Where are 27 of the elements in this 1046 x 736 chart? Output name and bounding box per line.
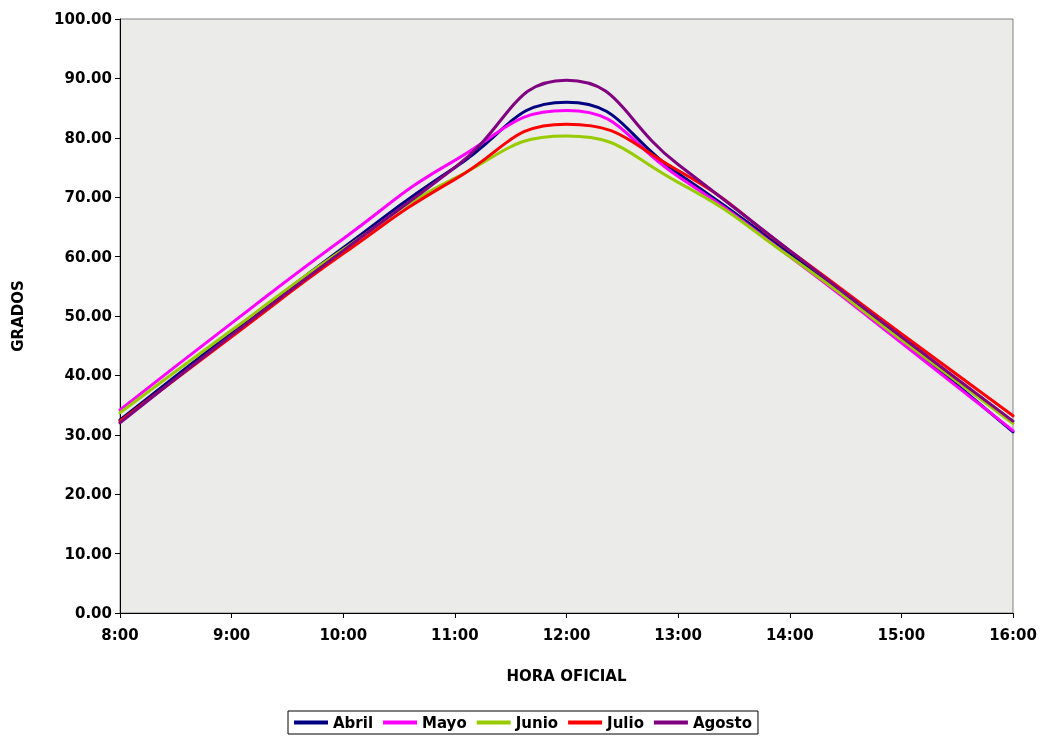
y-tick-label: 80.00 [64, 128, 112, 147]
x-tick-label: 11:00 [431, 625, 479, 644]
legend-label: Junio [514, 713, 559, 732]
x-tick-label: 14:00 [765, 625, 814, 644]
y-tick-label: 40.00 [64, 366, 112, 385]
legend-label: Julio [606, 713, 644, 732]
y-tick-label: 30.00 [64, 425, 112, 444]
x-tick-label: 12:00 [542, 625, 591, 644]
y-tick-label: 70.00 [64, 188, 112, 207]
x-axis-title: HORA OFICIAL [506, 666, 627, 685]
x-tick-label: 10:00 [319, 625, 368, 644]
y-tick-label: 0.00 [74, 604, 112, 622]
legend-label: Agosto [692, 713, 752, 732]
y-tick-label: 20.00 [64, 485, 112, 504]
legend-label: Mayo [422, 713, 467, 732]
x-tick-label: 9:00 [212, 625, 251, 644]
y-tick-label: 100.00 [54, 10, 112, 28]
legend-label: Abril [333, 713, 374, 732]
x-tick-label: 13:00 [654, 625, 702, 644]
y-tick-label: 60.00 [64, 247, 112, 266]
y-tick-label: 90.00 [64, 69, 112, 88]
y-axis-title: GRADOS [8, 280, 27, 352]
y-tick-label: 10.00 [64, 544, 112, 563]
x-tick-label: 15:00 [877, 625, 926, 644]
x-tick-label: 8:00 [101, 625, 139, 644]
y-tick-label: 50.00 [64, 307, 112, 325]
x-tick-label: 16:00 [989, 625, 1037, 644]
